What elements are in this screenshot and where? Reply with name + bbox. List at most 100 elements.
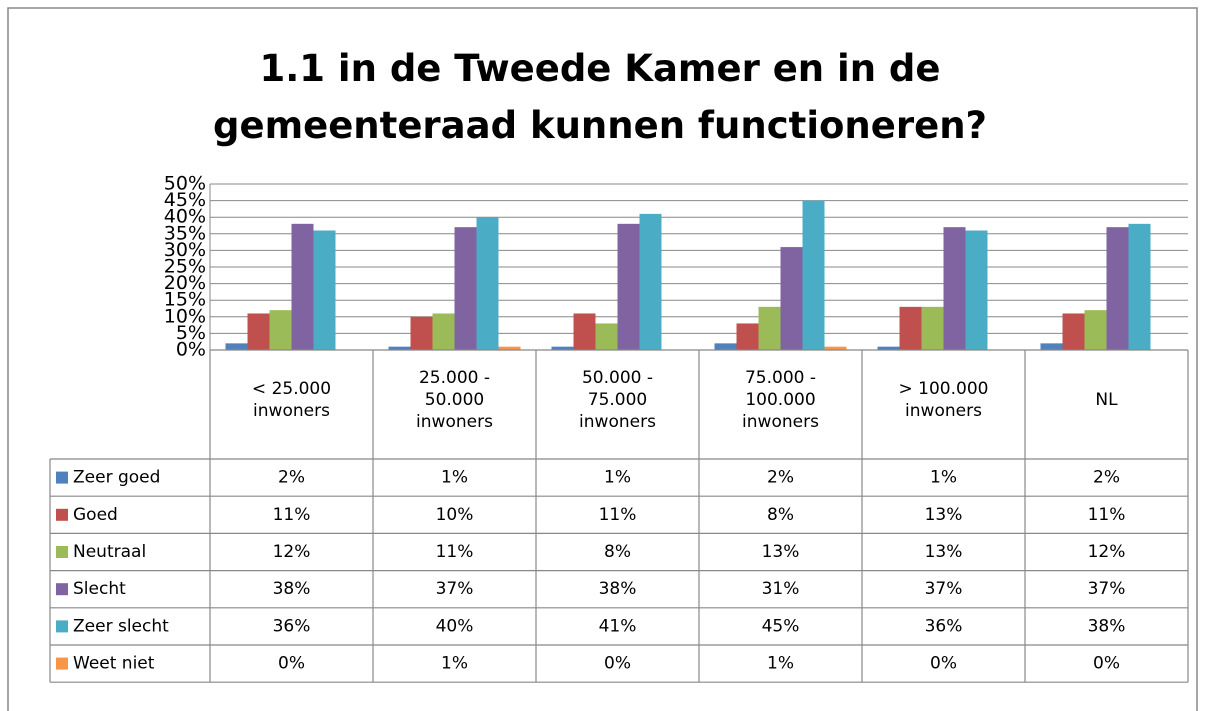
bar (1084, 310, 1107, 350)
legend-label: Neutraal (73, 542, 146, 562)
data-label: 37% (1088, 579, 1126, 599)
data-label: 36% (925, 616, 963, 636)
y-tick-label: 40% (164, 206, 206, 228)
y-tick-label: 45% (164, 189, 206, 211)
legend-swatch (56, 583, 68, 596)
data-label: 10% (436, 505, 474, 525)
y-tick-label: 5% (176, 322, 206, 344)
bar (573, 313, 596, 350)
bar (410, 316, 433, 350)
data-label: 13% (925, 542, 963, 562)
bar (1062, 313, 1085, 350)
data-label: 0% (1093, 654, 1120, 674)
data-label: 38% (273, 579, 311, 599)
data-label: 11% (1088, 505, 1126, 525)
data-label: 40% (436, 616, 474, 636)
category-cell: > 100.000 inwoners (898, 379, 989, 421)
data-label: 12% (1088, 542, 1126, 562)
x-tick-label: < 25.000 inwoners (251, 379, 332, 421)
data-label: 36% (273, 616, 311, 636)
bar (965, 230, 988, 350)
bar (1128, 223, 1151, 350)
legend-label: Slecht (73, 579, 126, 599)
data-label: 41% (599, 616, 637, 636)
x-tick-label: 25.000 - 50.000 inwoners (416, 368, 493, 432)
data-label: 11% (436, 542, 474, 562)
data-label: 2% (278, 468, 305, 488)
y-tick-label: 25% (164, 256, 206, 278)
bar (551, 346, 574, 350)
bar (877, 346, 900, 350)
data-label: 1% (767, 654, 794, 674)
y-tick-label: 20% (164, 272, 206, 294)
legend-swatch (56, 657, 68, 670)
data-label: 38% (599, 579, 637, 599)
bar (943, 227, 966, 350)
data-label: 45% (762, 616, 800, 636)
bar (824, 346, 847, 350)
data-label: 1% (604, 468, 631, 488)
legend-label: Weet niet (73, 654, 155, 674)
legend-swatch (56, 471, 68, 484)
bar (899, 306, 922, 350)
data-label: 0% (604, 654, 631, 674)
bar (388, 346, 411, 350)
data-label: 8% (767, 505, 794, 525)
chart-title: 1.1 in de Tweede Kamer en in de gemeente… (212, 47, 988, 147)
y-tick-label: 35% (164, 222, 206, 244)
data-label: 0% (930, 654, 957, 674)
bar (476, 217, 499, 350)
bar (921, 306, 944, 350)
bar (313, 230, 336, 350)
bar (780, 247, 803, 350)
data-label: 2% (767, 468, 794, 488)
bar (291, 223, 314, 350)
legend-swatch (56, 546, 68, 558)
data-label: 8% (604, 542, 631, 562)
y-tick-label: 10% (164, 305, 206, 327)
bar (269, 310, 292, 350)
legend-label: Zeer goed (73, 468, 160, 488)
data-label: 1% (441, 654, 468, 674)
chart-border (7, 7, 1198, 711)
y-tick-label: 0% (176, 339, 206, 361)
bar (617, 223, 640, 350)
x-tick-label: 75.000 - 100.000 inwoners (742, 368, 819, 432)
title-box: 1.1 in de Tweede Kamer en in de gemeente… (212, 47, 988, 147)
bar (714, 343, 737, 350)
bar (1040, 343, 1063, 350)
x-tick-label: NL (1095, 390, 1118, 410)
bar (225, 343, 248, 350)
category-cell: 50.000 - 75.000 inwoners (579, 368, 656, 432)
bar (247, 313, 270, 350)
bar (639, 213, 662, 350)
data-label: 12% (273, 542, 311, 562)
legend-swatch (56, 508, 68, 521)
bar (432, 313, 455, 350)
data-label: 11% (273, 505, 311, 525)
data-label: 13% (925, 505, 963, 525)
category-cell: 75.000 - 100.000 inwoners (742, 368, 819, 432)
x-tick-label: > 100.000 inwoners (898, 379, 989, 421)
data-label: 31% (762, 579, 800, 599)
bar (736, 323, 759, 350)
legend-swatch (56, 620, 68, 633)
category-cell: 25.000 - 50.000 inwoners (416, 368, 493, 432)
data-label: 38% (1088, 616, 1126, 636)
legend-label: Goed (73, 505, 118, 525)
y-tick-label: 30% (164, 239, 206, 261)
data-label: 2% (1093, 468, 1120, 488)
x-tick-label: 50.000 - 75.000 inwoners (579, 368, 656, 432)
data-label: 1% (930, 468, 957, 488)
data-label: 37% (925, 579, 963, 599)
category-cell: NL (1095, 390, 1118, 410)
y-tick-label: 15% (164, 289, 206, 311)
bar (498, 346, 521, 350)
bar (1106, 227, 1129, 350)
data-label: 0% (278, 654, 305, 674)
bar (802, 200, 825, 350)
data-label: 37% (436, 579, 474, 599)
data-label: 13% (762, 542, 800, 562)
y-tick-label: 50% (164, 173, 206, 195)
